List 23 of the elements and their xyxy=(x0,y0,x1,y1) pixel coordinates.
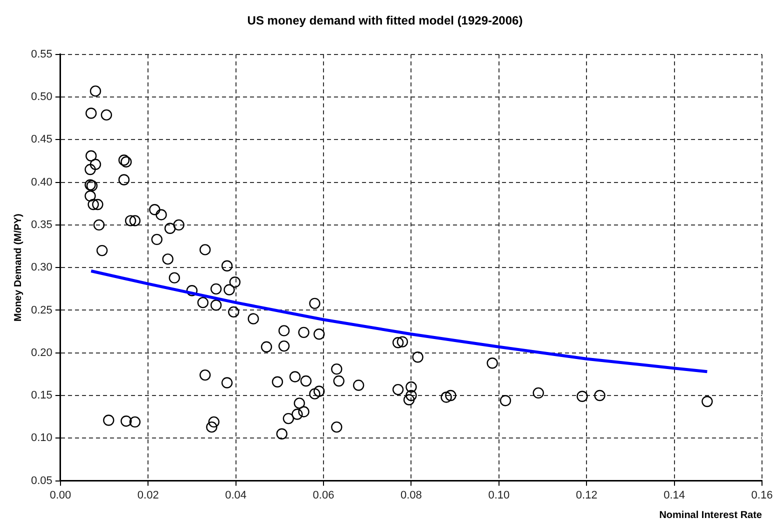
y-tick-label: 0.35 xyxy=(30,218,52,231)
y-tick-label: 0.20 xyxy=(30,346,52,359)
x-tick-label: 0.12 xyxy=(576,489,598,502)
y-tick-label: 0.15 xyxy=(30,390,52,402)
x-tick-label: 0.10 xyxy=(488,489,510,502)
x-tick-label: 0.14 xyxy=(664,489,686,502)
x-tick-label: 0.08 xyxy=(400,489,422,502)
x-axis-title: Nominal Interest Rate xyxy=(659,510,762,521)
y-tick-label: 0.40 xyxy=(30,176,52,188)
y-tick-label: 0.45 xyxy=(30,134,52,146)
y-tick-label: 0.25 xyxy=(30,304,52,316)
x-tick-label: 0.00 xyxy=(50,489,72,502)
x-tick-label: 0.02 xyxy=(137,489,159,502)
chart-title: US money demand with fitted model (1929-2006) xyxy=(247,14,523,28)
y-tick-label: 0.50 xyxy=(30,91,52,104)
y-tick-label: 0.30 xyxy=(30,262,52,274)
x-tick-label: 0.16 xyxy=(751,489,773,502)
y-tick-label: 0.05 xyxy=(30,474,52,487)
x-tick-label: 0.06 xyxy=(312,489,334,502)
y-tick-label: 0.10 xyxy=(30,432,52,444)
y-tick-label: 0.55 xyxy=(30,48,52,60)
y-axis-title: Money Demand (M/PY) xyxy=(12,214,24,322)
x-tick-label: 0.04 xyxy=(225,489,247,502)
